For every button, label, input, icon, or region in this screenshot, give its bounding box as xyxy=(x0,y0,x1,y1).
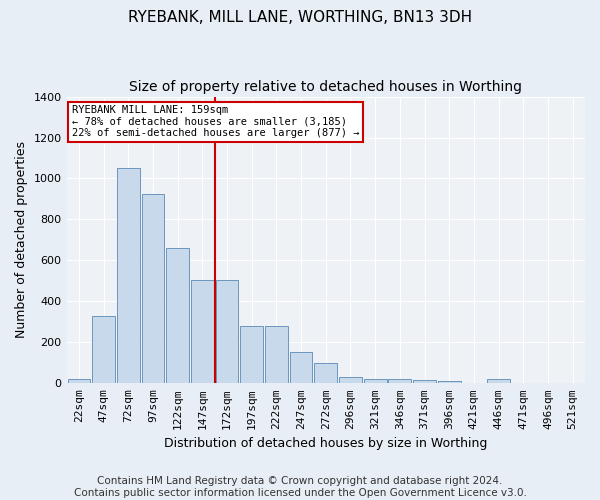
Bar xyxy=(290,352,313,384)
Text: RYEBANK MILL LANE: 159sqm
← 78% of detached houses are smaller (3,185)
22% of se: RYEBANK MILL LANE: 159sqm ← 78% of detac… xyxy=(72,105,359,138)
Bar xyxy=(339,377,362,384)
Bar xyxy=(487,379,510,384)
Bar xyxy=(68,379,90,384)
Bar xyxy=(92,316,115,384)
Title: Size of property relative to detached houses in Worthing: Size of property relative to detached ho… xyxy=(129,80,522,94)
Bar xyxy=(314,363,337,384)
Bar xyxy=(191,280,214,384)
Bar xyxy=(166,248,189,384)
X-axis label: Distribution of detached houses by size in Worthing: Distribution of detached houses by size … xyxy=(164,437,487,450)
Bar xyxy=(364,379,386,384)
Bar xyxy=(241,326,263,384)
Bar xyxy=(117,168,140,384)
Bar xyxy=(142,194,164,384)
Bar xyxy=(413,380,436,384)
Bar xyxy=(438,382,461,384)
Bar xyxy=(215,280,238,384)
Y-axis label: Number of detached properties: Number of detached properties xyxy=(15,142,28,338)
Bar xyxy=(388,379,411,384)
Text: RYEBANK, MILL LANE, WORTHING, BN13 3DH: RYEBANK, MILL LANE, WORTHING, BN13 3DH xyxy=(128,10,472,25)
Bar xyxy=(265,326,288,384)
Text: Contains HM Land Registry data © Crown copyright and database right 2024.
Contai: Contains HM Land Registry data © Crown c… xyxy=(74,476,526,498)
